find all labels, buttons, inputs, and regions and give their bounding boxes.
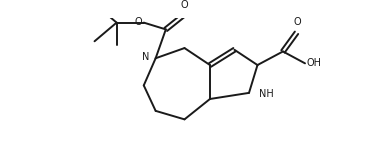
- Text: OH: OH: [307, 58, 322, 68]
- Text: N: N: [142, 52, 149, 62]
- Text: O: O: [134, 17, 142, 27]
- Text: O: O: [180, 0, 188, 10]
- Text: NH: NH: [259, 89, 274, 99]
- Text: O: O: [293, 17, 301, 27]
